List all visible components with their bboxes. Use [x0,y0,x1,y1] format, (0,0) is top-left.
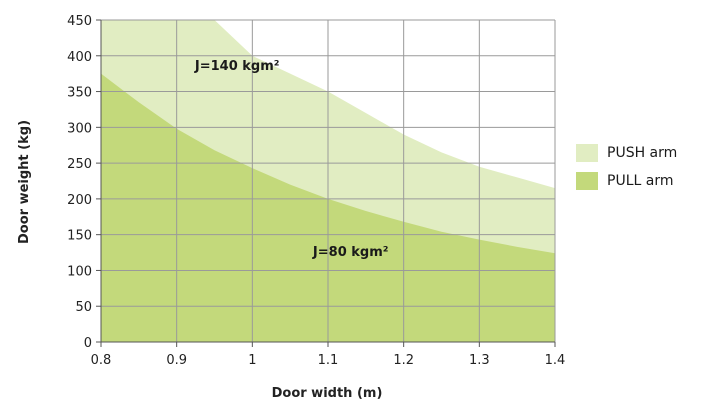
y-tick-label: 250 [67,157,92,172]
legend: PUSH arm PULL arm [576,142,677,198]
x-tick-label: 0.9 [166,353,187,368]
x-tick-label: 1 [248,353,256,368]
y-tick-label: 400 [67,50,92,65]
y-tick-label: 0 [84,336,92,351]
y-tick-label: 50 [75,300,92,315]
y-tick-label: 300 [67,121,92,136]
label-layer: Door width (m) Door weight (kg) [17,120,382,401]
x-tick-label: 0.8 [91,353,112,368]
y-tick-label: 150 [67,229,92,244]
axes-layer: 0 50 100 150 200 250 300 350 400 450 0.8 0.9 1 1.1 1.2… [67,14,565,368]
legend-swatch-pull-arm [576,172,598,190]
y-tick-label: 100 [67,264,92,279]
x-tick-label: 1.4 [545,353,566,368]
y-tick-label: 450 [67,14,92,29]
y-axis-label: Door weight (kg) [17,120,32,244]
annotation-layer: J=140 kgm² J=80 kgm² [194,59,389,260]
legend-label-push-arm: PUSH arm [607,145,678,161]
x-tick-label: 1.2 [393,353,414,368]
y-tick-label: 200 [67,193,92,208]
annotation-label: J=80 kgm² [312,245,389,260]
y-tick-label: 350 [67,86,92,101]
x-tick-label: 1.3 [469,353,490,368]
x-axis-label: Door width (m) [272,386,383,401]
annotation-label: J=140 kgm² [194,59,280,74]
legend-item-push-arm: PUSH arm [576,142,677,164]
legend-item-pull-arm: PULL arm [576,170,677,192]
legend-label-pull-arm: PULL arm [607,173,674,189]
legend-swatch-push-arm [576,144,598,162]
x-tick-label: 1.1 [318,353,339,368]
